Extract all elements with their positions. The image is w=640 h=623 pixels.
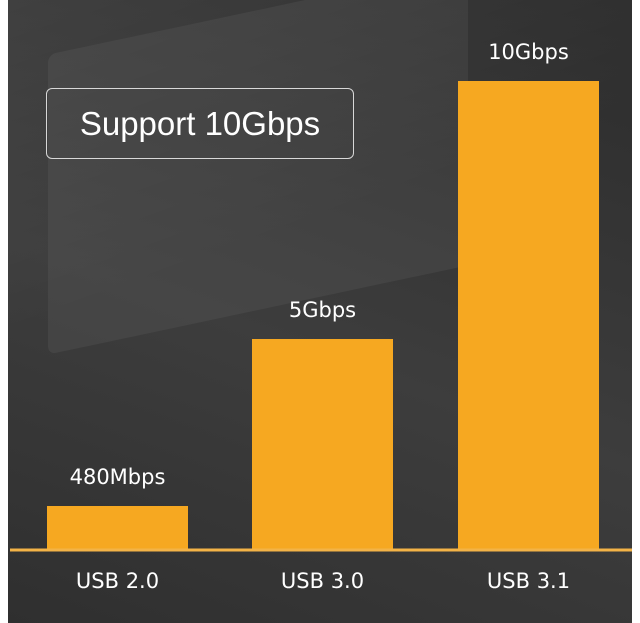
bar	[47, 506, 188, 550]
category-label: USB 3.0	[281, 569, 364, 593]
data-label: 10Gbps	[488, 40, 569, 64]
data-label: 5Gbps	[289, 298, 356, 322]
bar	[252, 339, 393, 550]
category-label: USB 2.0	[76, 569, 159, 593]
data-label: 480Mbps	[70, 465, 166, 489]
category-label: USB 3.1	[487, 569, 570, 593]
bar	[458, 81, 599, 550]
chart-title: Support 10Gbps	[46, 88, 354, 159]
